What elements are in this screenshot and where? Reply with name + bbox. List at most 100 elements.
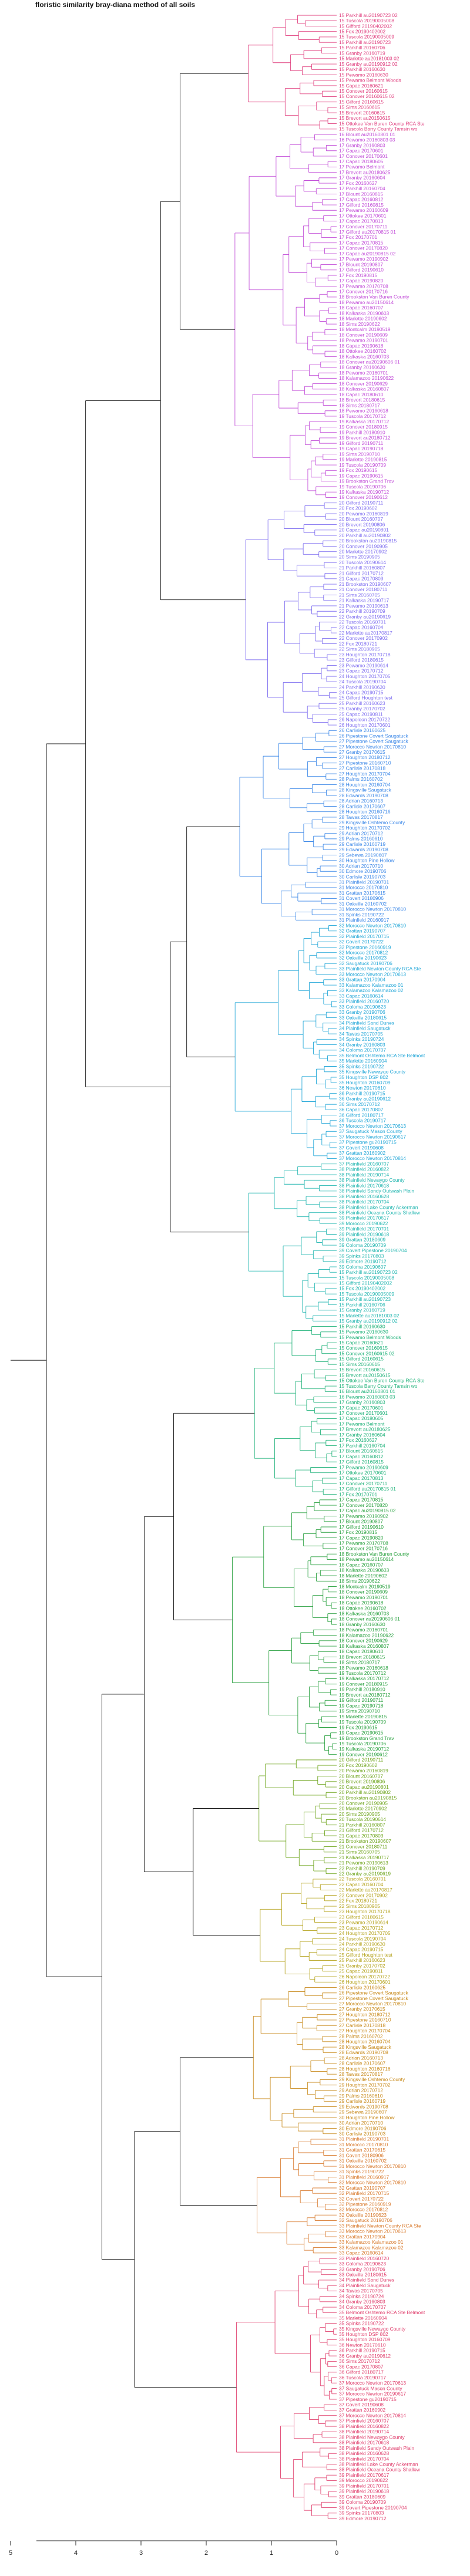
- leaf-label: 35 Kingsville Newaygo County: [339, 2326, 406, 2332]
- leaf-label: 15 Tuscola 20190005009: [339, 34, 394, 40]
- leaf-label: 18 Granby 20160630: [339, 1621, 385, 1627]
- leaf-label: 33 Morocco Newton 20170613: [339, 971, 406, 977]
- leaf-label: 36 Newton 20170610: [339, 2342, 386, 2348]
- leaf-label: 18 Sims 20190622: [339, 321, 380, 327]
- leaf-label: 15 Ottokee Van Buren County RCA Ste: [339, 1378, 425, 1384]
- leaf-label: 20 Parkhill au20190802: [339, 1789, 391, 1795]
- axis-tick-label: 4: [74, 2550, 78, 2557]
- leaf-label: 20 Blount 20160707: [339, 516, 383, 522]
- leaf-label: 17 Blount 20190807: [339, 1519, 383, 1525]
- leaf-label: 27 Houghton 20180712: [339, 2011, 391, 2017]
- leaf-label: 29 Houghton 20170702: [339, 825, 391, 831]
- leaf-label: 17 Conover 20170601: [339, 153, 388, 159]
- leaf-label: 27 Carlisle 20170818: [339, 2022, 385, 2028]
- leaf-label: 39 Covert Pipestone 20190704: [339, 2504, 407, 2510]
- leaf-label: 39 Morocco 20190622: [339, 2477, 388, 2483]
- leaf-label: 37 Pipestone gu20190715: [339, 2396, 397, 2402]
- leaf-label: 15 Marlette au20181003 02: [339, 56, 400, 62]
- leaf-label: 33 Kalamazoo Kalamazoo 01: [339, 982, 404, 988]
- leaf-label: 15 Pewamo Belmont Woods: [339, 77, 401, 83]
- leaf-label: 26 Pipestone Covert Saugatuck: [339, 1990, 409, 1996]
- leaf-label: 27 Morocco Newton 20170810: [339, 2001, 406, 2007]
- leaf-label: 15 Brevort au20150615: [339, 1372, 391, 1378]
- leaf-label: 30 Edmore 20190706: [339, 2125, 387, 2131]
- leaf-label: 21 Kalkaska 20190717: [339, 1855, 390, 1860]
- leaf-label: 22 Conover 20170902: [339, 635, 388, 641]
- leaf-label: 35 Kingsville Newaygo County: [339, 1069, 406, 1075]
- leaf-label: 39 Plainfield 20170617: [339, 2472, 390, 2478]
- leaf-label: 33 Granby 20190706: [339, 2266, 385, 2272]
- leaf-label: 24 Parkhill 20190630: [339, 684, 385, 690]
- leaf-label: 37 Morocco Newton 20190617: [339, 2391, 406, 2397]
- leaf-label: 19 Tuscola 20190709: [339, 462, 386, 468]
- leaf-label: 28 Edwards 20190708: [339, 793, 388, 798]
- leaf-label: 33 Kalamazoo Kalamazoo 02: [339, 987, 404, 993]
- leaf-label: 34 Plainfield Saugatuck: [339, 1026, 391, 1031]
- leaf-label: 27 Houghton 20180712: [339, 754, 391, 760]
- chart-title: floristic similarity bray-diana method o…: [35, 1, 195, 9]
- leaf-label: 18 Capac 20190618: [339, 1600, 384, 1606]
- leaf-label: 30 Houghton Pine Hollow: [339, 858, 395, 864]
- leaf-label: 33 Coloma 20190623: [339, 2261, 386, 2267]
- leaf-label: 17 Capac 20170601: [339, 1405, 384, 1411]
- leaf-label: 21 Pewamo 20190613: [339, 1860, 388, 1866]
- leaf-label: 23 Houghton 20170718: [339, 652, 391, 658]
- leaf-label: 17 Pewamo 20170708: [339, 1540, 388, 1546]
- leaf-label: 38 Plainfield Newaygo County: [339, 1177, 405, 1183]
- leaf-label: 25 Parkhill 20160623: [339, 700, 385, 706]
- leaf-label: 39 Spinks 20170803: [339, 1253, 384, 1259]
- leaf-label: 39 Coloma 20190607: [339, 1264, 386, 1270]
- leaf-label: 15 Conover 20160615 02: [339, 1350, 395, 1356]
- dendrogram-links: [11, 15, 337, 2519]
- leaf-label: 20 Sims 20190905: [339, 554, 380, 560]
- leaf-label: 20 Parkhill au20190802: [339, 532, 391, 538]
- leaf-label: 33 Kalamazoo Kalamazoo 02: [339, 2244, 404, 2250]
- leaf-label: 35 Marlette 20160904: [339, 2315, 387, 2321]
- axis-tick-label: 5: [9, 2550, 12, 2557]
- leaf-label: 25 Parkhill 20160623: [339, 1957, 385, 1963]
- leaf-label: 26 Carlisle 20160625: [339, 1984, 385, 1990]
- leaf-label: 17 Capac 20180605: [339, 159, 384, 164]
- leaf-label: 30 Carlisle 20190703: [339, 2131, 385, 2137]
- leaf-label: 19 Kalkaska 20190712: [339, 489, 390, 495]
- leaf-label: 32 Morocco 20170812: [339, 2207, 388, 2213]
- leaf-label: 17 Capac 20190820: [339, 278, 384, 284]
- leaf-label: 34 Tawas 20170705: [339, 1031, 383, 1037]
- leaf-label: 23 Capac 20170712: [339, 1925, 384, 1931]
- leaf-label: 21 Capac 20170803: [339, 576, 384, 582]
- leaf-label: 18 Brevort 20180615: [339, 1654, 385, 1660]
- leaf-label: 34 Spinks 20190724: [339, 2293, 384, 2299]
- leaf-label: 37 Morocco Newton 20190617: [339, 1134, 406, 1139]
- leaf-label: 38 Plainfield 20190714: [339, 1172, 390, 1178]
- leaf-label: 27 Pipestone 20160710: [339, 760, 391, 766]
- leaf-label: 39 Coloma 20190709: [339, 2499, 386, 2505]
- leaf-label: 30 Carlisle 20190703: [339, 874, 385, 879]
- axis-tick-label: 2: [204, 2550, 208, 2557]
- leaf-label: 24 Tuscola 20190704: [339, 1936, 386, 1941]
- leaf-label: 33 Capac 20160614: [339, 2250, 384, 2256]
- leaf-label: 31 Morocco Newton 20170810: [339, 2163, 406, 2169]
- leaf-label: 20 Pewamo 20160819: [339, 1768, 388, 1773]
- leaf-label: 17 Gilford 20190610: [339, 267, 384, 273]
- leaf-label: 17 Granby 20160803: [339, 1400, 385, 1405]
- leaf-label: 27 Pipestone 20160710: [339, 2017, 391, 2023]
- leaf-label: 16 Pewamo 20160803 03: [339, 137, 395, 143]
- leaf-label: 20 Marlette 20170902: [339, 1806, 387, 1812]
- leaf-label: 21 Parkhill 20160807: [339, 1822, 385, 1828]
- leaf-label: 17 Capac 20160812: [339, 1454, 384, 1459]
- leaf-label: 19 Kalkaska 20170712: [339, 419, 390, 424]
- leaf-label: 29 Palms 20160610: [339, 2093, 383, 2099]
- leaf-label: 33 Granby 20190706: [339, 1009, 385, 1015]
- leaf-label: 18 Kalkaska 20160703: [339, 1610, 390, 1616]
- leaf-label: 33 Capac 20160614: [339, 993, 384, 999]
- leaf-label: 28 Kingsville Saugatuck: [339, 2044, 392, 2050]
- leaf-label: 15 Capac 20160621: [339, 1340, 384, 1346]
- leaf-label: 19 Capac 20190718: [339, 1702, 384, 1708]
- leaf-label: 17 Pewamo 20190902: [339, 256, 388, 262]
- leaf-label: 21 Conover 20180711: [339, 1843, 388, 1849]
- leaf-label: 17 Capac 20180605: [339, 1415, 384, 1421]
- leaf-label: 37 Covert 20190608: [339, 1145, 384, 1151]
- leaf-label: 24 Parkhill 20190630: [339, 1941, 385, 1947]
